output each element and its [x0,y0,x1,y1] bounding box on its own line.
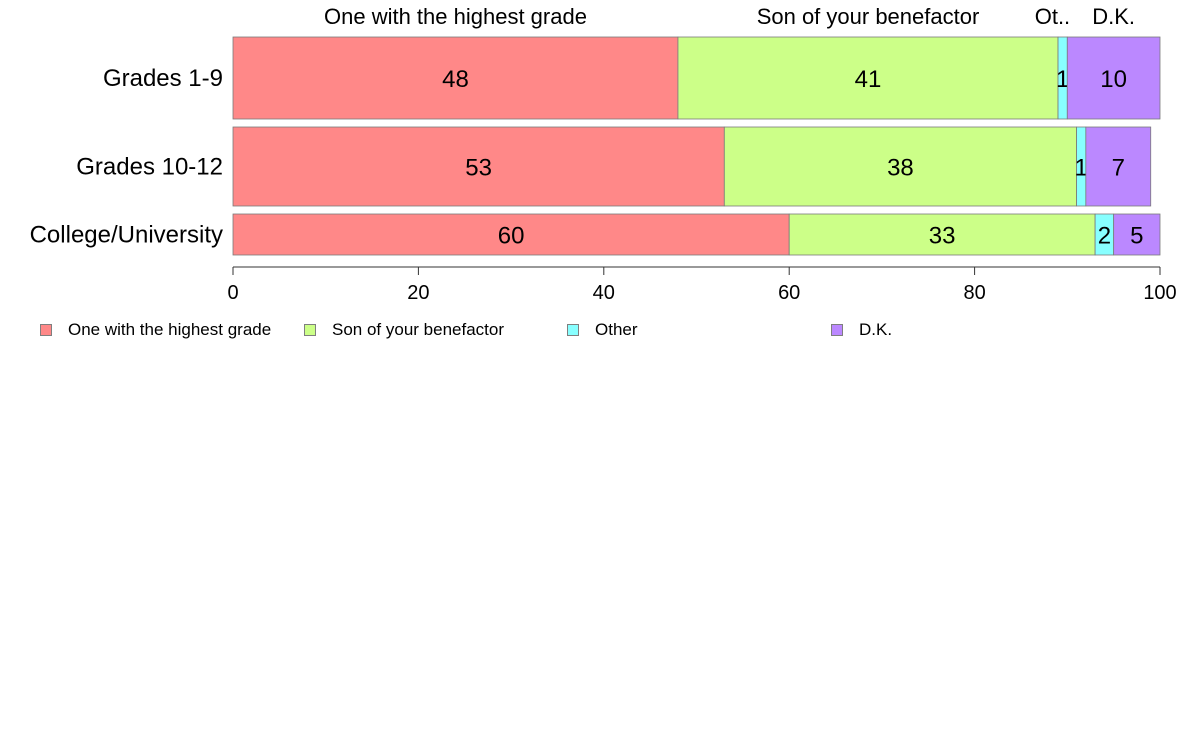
segment-header-label: Son of your benefactor [757,4,980,29]
category-label: Grades 1-9 [103,65,223,92]
bar-value-label: 38 [887,155,914,182]
legend-swatch [304,324,316,336]
segment-header-label: D.K. [1092,4,1135,29]
bar-segment [723,126,1077,207]
stacked-bar-chart: One with the highest grade Son of your be… [30,4,1177,304]
bar-segment [1113,213,1161,256]
bar-segment [232,36,679,120]
x-axis: 0 20 40 60 80 100 [227,266,1177,304]
legend-swatch [40,324,52,336]
bar-segment [232,213,790,256]
bar-value-label: 1 [1075,155,1088,182]
x-tick-label: 0 [227,282,238,304]
bar-value-label: 1 [1056,66,1069,93]
segment-header-label: One with the highest grade [324,4,587,29]
bar-value-label: 2 [1098,223,1111,250]
legend-swatch [567,324,579,336]
legend-label: D.K. [859,320,893,339]
segment-header-labels: One with the highest grade Son of your be… [324,4,1135,29]
bar-segment [788,213,1096,256]
bar-value-label: 7 [1112,155,1125,182]
category-label: Grades 10-12 [76,154,223,181]
bar-value-label: 33 [929,223,956,250]
bar-value-label: 5 [1130,223,1143,250]
x-tick-label: 80 [963,282,985,304]
legend: One with the highest grade Son of your be… [0,320,1188,344]
legend-label: One with the highest grade [68,320,272,339]
bar-value-label: 10 [1100,66,1127,93]
x-tick-label: 40 [593,282,615,304]
bar-value-label: 53 [465,155,492,182]
bar-segment [1066,36,1161,120]
bar-segment [677,36,1059,120]
legend-label: Other [595,320,638,339]
bar-value-label: 60 [498,223,525,250]
legend-item: Son of your benefactor [304,320,504,340]
legend-item: One with the highest grade [40,320,271,340]
segment-header-label: Ot.. [1035,4,1070,29]
legend-item: Other [567,320,638,340]
x-tick-label: 20 [407,282,429,304]
category-labels: Grades 1-9 Grades 10-12 College/University [30,65,223,249]
bar-value-label: 48 [442,66,469,93]
legend-swatch [831,324,843,336]
legend-item: D.K. [831,320,892,340]
bar-segment [232,126,725,207]
x-tick-label: 60 [778,282,800,304]
bar-value-label: 41 [855,66,882,93]
bar-segment [1085,126,1152,207]
x-tick-label: 100 [1143,282,1176,304]
legend-label: Son of your benefactor [332,320,505,339]
category-label: College/University [30,222,223,249]
